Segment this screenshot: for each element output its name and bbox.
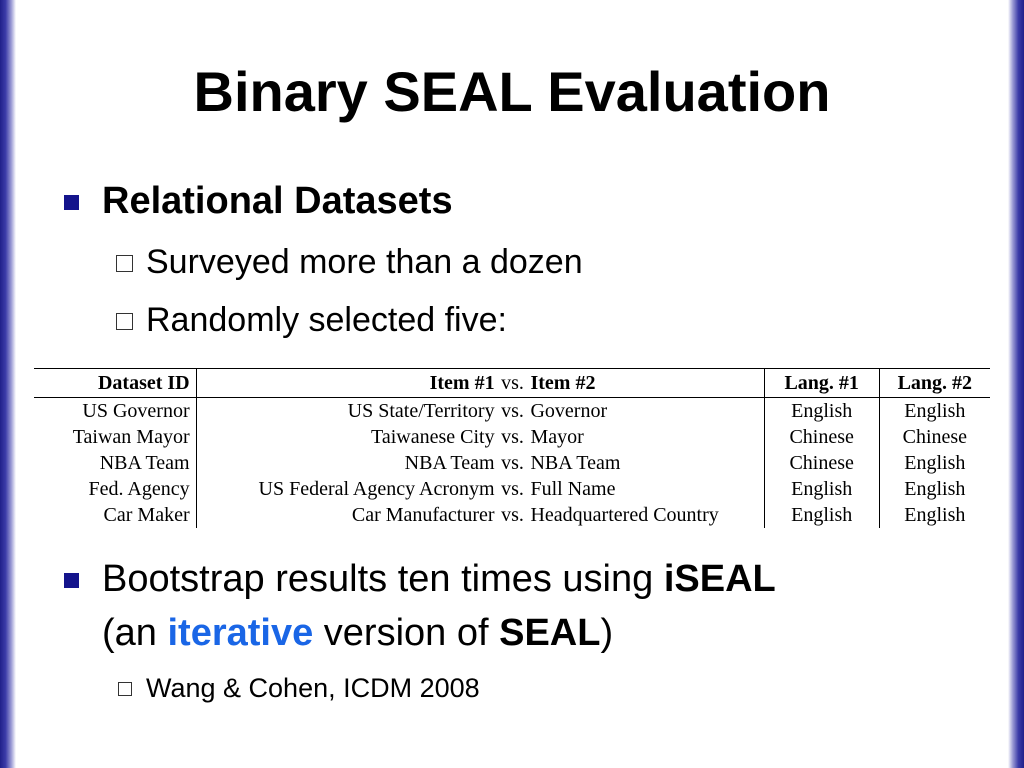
datasets-table: Dataset ID Item #1 vs. Item #2 Lang. #1 … — [34, 368, 990, 528]
table-row: US Governor US State/Territory vs. Gover… — [34, 397, 990, 424]
cell-item2: Full Name — [526, 476, 765, 502]
hollow-square-bullet-icon — [116, 313, 133, 330]
cell-dataset-id: US Governor — [34, 397, 197, 424]
cell-lang1: English — [764, 476, 880, 502]
cell-item1: NBA Team — [404, 452, 495, 474]
bullet-text-line2: (an iterative version of SEAL) — [102, 610, 613, 656]
cell-item1: Car Manufacturer — [351, 504, 495, 526]
cell-item2: NBA Team — [526, 450, 765, 476]
header-lang1: Lang. #1 — [764, 368, 880, 398]
cell-vs: vs. — [501, 400, 524, 422]
bootstrap-text: Bootstrap results ten times using — [102, 558, 664, 600]
version-of-text: version of — [313, 612, 500, 654]
cell-lang2: English — [904, 400, 966, 422]
table-row: NBA Team NBA Team vs. NBA Team Chinese E… — [34, 450, 990, 476]
right-border-gradient — [1008, 0, 1024, 768]
header-dataset-id: Dataset ID — [34, 368, 197, 398]
cell-dataset-id: Fed. Agency — [34, 476, 197, 502]
header-lang2: Lang. #2 — [879, 368, 990, 398]
cell-lang1: Chinese — [764, 424, 880, 450]
iterative-term: iterative — [167, 612, 314, 654]
left-border-gradient — [0, 0, 16, 768]
cell-item1: Taiwanese City — [371, 426, 495, 448]
paren-close-text: ) — [600, 612, 614, 654]
paren-open-text: (an — [102, 612, 168, 654]
cell-lang1: Chinese — [764, 450, 880, 476]
subbullet-text: Surveyed more than a dozen — [146, 243, 583, 281]
square-bullet-icon — [64, 195, 79, 210]
bullet-text-line1: Bootstrap results ten times using iSEAL — [102, 556, 776, 602]
table-row: Fed. Agency US Federal Agency Acronym vs… — [34, 476, 990, 502]
table-row: Taiwan Mayor Taiwanese City vs. Mayor Ch… — [34, 424, 990, 450]
cell-vs: vs. — [501, 478, 524, 500]
header-item2: Item #2 — [526, 368, 765, 398]
cell-lang2: Chinese — [902, 426, 968, 448]
header-vs: vs. — [498, 368, 527, 398]
cell-item1: US State/Territory — [347, 400, 495, 422]
iseal-term: iSEAL — [663, 558, 776, 600]
hollow-square-bullet-icon — [116, 255, 133, 272]
cell-lang1: English — [764, 397, 880, 424]
cell-lang1: English — [764, 502, 880, 528]
cell-vs: vs. — [501, 452, 524, 474]
cell-item2: Mayor — [526, 424, 765, 450]
table-row: Car Maker Car Manufacturer vs. Headquart… — [34, 502, 990, 528]
table-header-row: Dataset ID Item #1 vs. Item #2 Lang. #1 … — [34, 368, 990, 398]
citation-text: Wang & Cohen, ICDM 2008 — [146, 673, 480, 703]
cell-vs: vs. — [501, 426, 524, 448]
subbullet-text: Randomly selected five: — [146, 301, 507, 339]
header-item1: Item #1 — [196, 368, 499, 398]
cell-item1: US Federal Agency Acronym — [258, 478, 495, 500]
cell-lang2: English — [904, 504, 966, 526]
square-bullet-icon — [64, 573, 79, 588]
cell-lang2: English — [904, 478, 966, 500]
cell-dataset-id: Taiwan Mayor — [34, 424, 197, 450]
cell-dataset-id: NBA Team — [34, 450, 197, 476]
bullet-text: Relational Datasets — [102, 180, 453, 222]
cell-item2: Headquartered Country — [526, 502, 765, 528]
cell-item2: Governor — [526, 397, 765, 424]
seal-term: SEAL — [499, 612, 601, 654]
slide-title: Binary SEAL Evaluation — [193, 60, 831, 123]
hollow-square-bullet-icon — [118, 682, 132, 696]
cell-vs: vs. — [501, 504, 524, 526]
cell-lang2: English — [904, 452, 966, 474]
cell-dataset-id: Car Maker — [34, 502, 197, 528]
